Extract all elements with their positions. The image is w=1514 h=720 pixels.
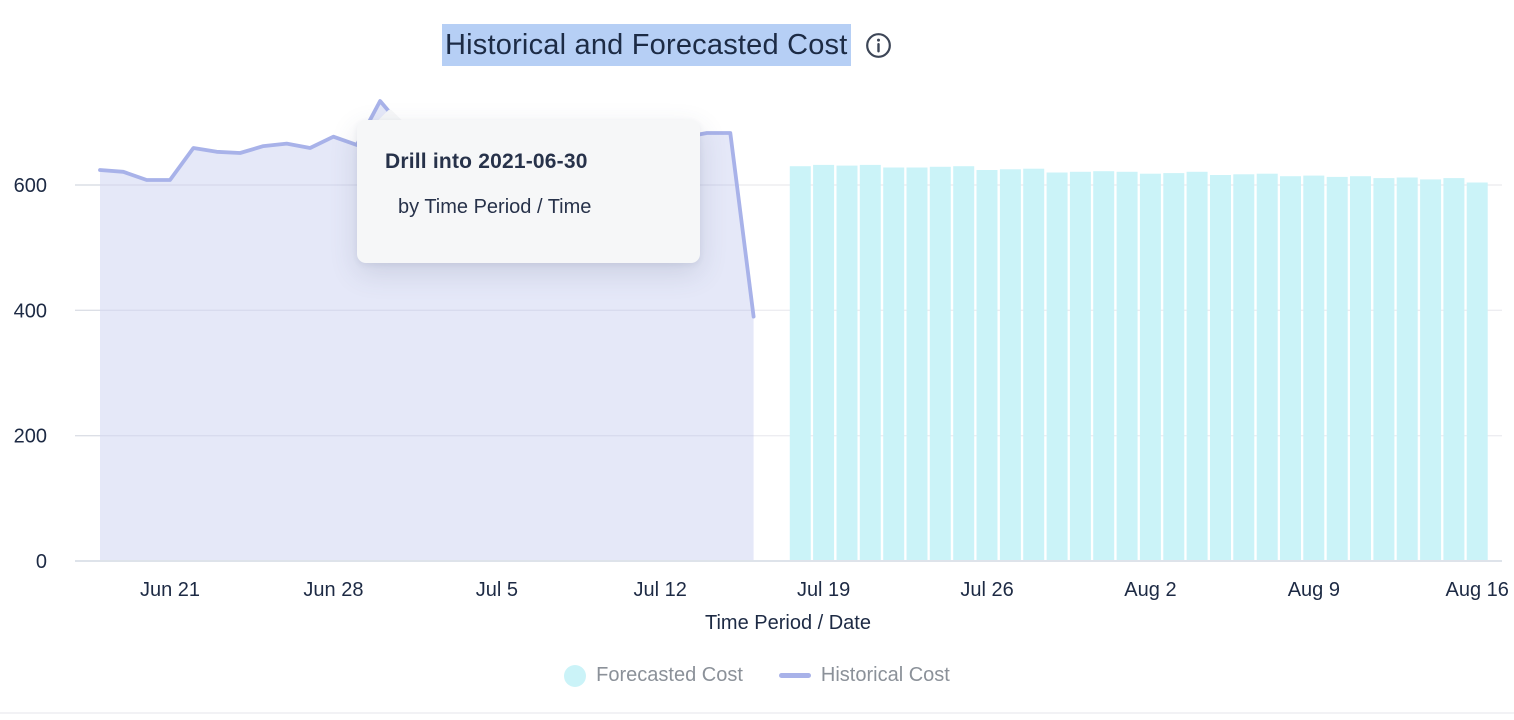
- forecast-bar[interactable]: [1326, 176, 1348, 561]
- forecast-bar[interactable]: [906, 167, 928, 562]
- forecast-bar[interactable]: [1396, 177, 1418, 562]
- legend-item-forecasted-cost[interactable]: Forecasted Cost: [564, 664, 743, 687]
- bottom-divider: [0, 712, 1514, 714]
- legend-label-forecasted: Forecasted Cost: [596, 664, 743, 686]
- forecast-bar[interactable]: [1443, 178, 1465, 561]
- forecast-bar[interactable]: [1210, 175, 1231, 561]
- x-axis-label: Jul 26: [960, 579, 1013, 601]
- cost-chart[interactable]: 0 200 400 600 Jun 21 Jun 28 Jul 5 Jul 12 Jul 19 J…: [0, 70, 1514, 650]
- forecast-bar[interactable]: [1280, 176, 1301, 561]
- chart-title: Historical and Forecasted Cost: [442, 24, 851, 66]
- info-icon[interactable]: [865, 32, 892, 59]
- forecast-bar[interactable]: [1163, 173, 1185, 561]
- x-axis-label: Jul 5: [476, 579, 518, 601]
- forecast-bar[interactable]: [836, 165, 858, 561]
- forecast-bar[interactable]: [929, 166, 951, 562]
- chart-legend: Forecasted Cost Historical Cost: [0, 664, 1514, 687]
- forecast-bar[interactable]: [1116, 171, 1138, 562]
- forecast-bar[interactable]: [1093, 171, 1115, 561]
- x-axis-label: Jun 28: [303, 579, 363, 601]
- forecast-bar[interactable]: [1373, 178, 1395, 561]
- x-axis-label: Aug 16: [1446, 579, 1509, 601]
- drill-tooltip[interactable]: Drill into 2021-06-30 by Time Period / T…: [357, 120, 700, 263]
- forecast-bar[interactable]: [1186, 171, 1208, 562]
- forecast-bar[interactable]: [1046, 172, 1068, 562]
- historical-cost-swatch-icon: [778, 673, 811, 678]
- forecast-bar[interactable]: [999, 169, 1021, 562]
- legend-label-historical: Historical Cost: [820, 664, 950, 686]
- forecast-bar[interactable]: [1233, 174, 1255, 562]
- forecasted-cost-bars[interactable]: [789, 164, 1488, 562]
- forecasted-cost-swatch-icon: [564, 664, 587, 687]
- forecast-bar[interactable]: [813, 164, 835, 561]
- x-axis-title: Time Period / Date: [705, 612, 871, 634]
- forecast-bar[interactable]: [1023, 168, 1045, 561]
- forecast-bar[interactable]: [1466, 182, 1488, 562]
- forecast-bar[interactable]: [953, 166, 975, 561]
- x-axis-label: Jun 21: [140, 579, 200, 601]
- forecast-bar[interactable]: [789, 166, 811, 561]
- forecast-bar[interactable]: [1256, 173, 1278, 561]
- y-axis-label: 0: [36, 551, 47, 573]
- forecast-bar[interactable]: [1069, 171, 1091, 562]
- forecast-bar[interactable]: [1350, 176, 1371, 561]
- legend-item-historical-cost[interactable]: Historical Cost: [778, 664, 950, 687]
- drill-tooltip-title: Drill into 2021-06-30: [385, 150, 588, 173]
- forecast-bar[interactable]: [859, 164, 881, 561]
- y-axis-label: 600: [14, 175, 47, 197]
- forecast-bar[interactable]: [1139, 173, 1161, 561]
- drill-tooltip-subtitle: by Time Period / Time: [398, 196, 592, 218]
- x-axis-label: Aug 9: [1288, 579, 1340, 601]
- y-axis-label: 400: [14, 300, 47, 322]
- forecast-bar[interactable]: [976, 170, 998, 561]
- chart-header: Historical and Forecasted Cost: [442, 24, 892, 66]
- forecast-bar[interactable]: [883, 167, 905, 562]
- x-axis-label: Jul 12: [634, 579, 687, 601]
- y-axis-label: 200: [14, 426, 47, 448]
- forecast-bar[interactable]: [1303, 175, 1325, 561]
- x-axis-label: Jul 19: [797, 579, 850, 601]
- forecast-bar[interactable]: [1420, 179, 1442, 561]
- x-axis-label: Aug 2: [1124, 579, 1176, 601]
